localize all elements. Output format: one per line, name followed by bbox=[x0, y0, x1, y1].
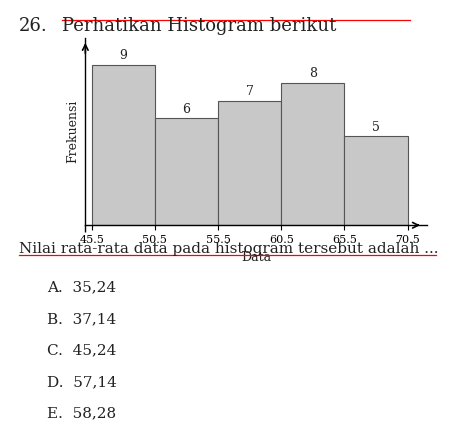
Text: Perhatikan Histogram berikut: Perhatikan Histogram berikut bbox=[62, 17, 336, 35]
Bar bbox=[91, 65, 155, 225]
Bar bbox=[345, 136, 408, 225]
Bar bbox=[281, 83, 345, 225]
Text: Nilai rata-rata data pada histogram tersebut adalah ...: Nilai rata-rata data pada histogram ters… bbox=[19, 242, 438, 256]
Text: B.  37,14: B. 37,14 bbox=[47, 312, 117, 326]
Text: A.  35,24: A. 35,24 bbox=[47, 280, 117, 295]
Bar bbox=[218, 101, 281, 225]
Text: 5: 5 bbox=[372, 121, 380, 133]
Y-axis label: Frekuensi: Frekuensi bbox=[67, 100, 80, 164]
Text: 7: 7 bbox=[246, 85, 254, 98]
Text: D.  57,14: D. 57,14 bbox=[47, 375, 117, 389]
Text: E.  58,28: E. 58,28 bbox=[47, 406, 117, 420]
Text: C.  45,24: C. 45,24 bbox=[47, 343, 117, 357]
Text: 26.: 26. bbox=[19, 17, 48, 35]
Text: 9: 9 bbox=[119, 49, 127, 62]
Text: 6: 6 bbox=[182, 103, 191, 116]
Text: 8: 8 bbox=[309, 67, 317, 80]
Bar bbox=[155, 119, 218, 225]
X-axis label: Data: Data bbox=[241, 250, 271, 264]
